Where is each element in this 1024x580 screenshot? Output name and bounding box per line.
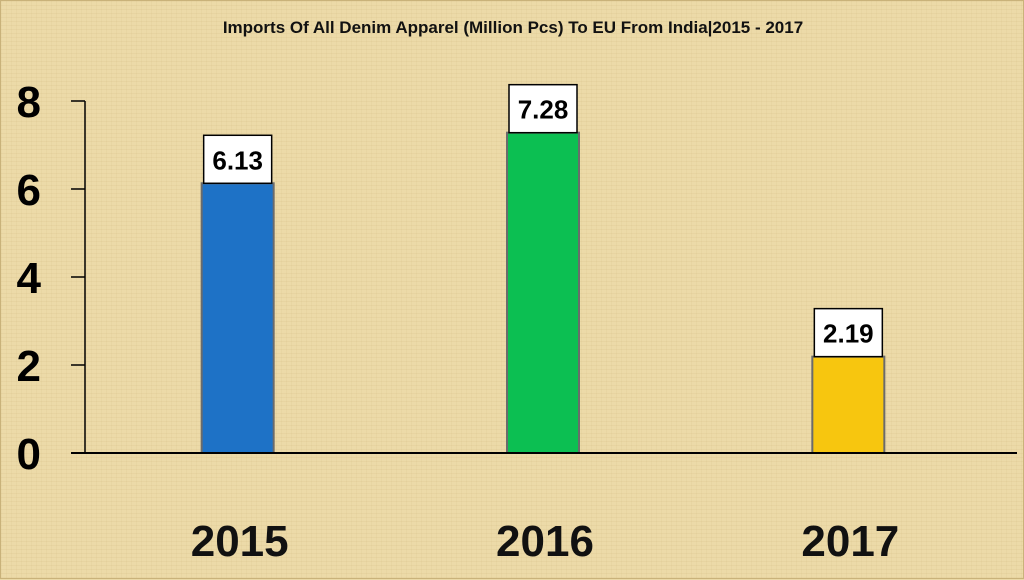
y-tick-label: 8 <box>17 78 41 127</box>
data-labels: 6.13 7.28 2.19 <box>202 83 884 358</box>
y-axis: 0 2 4 6 8 <box>17 78 85 479</box>
y-tick-label: 6 <box>17 166 41 215</box>
data-label-box <box>813 307 884 358</box>
bars <box>200 131 886 455</box>
x-axis: 2015 2016 2017 <box>191 517 900 566</box>
data-label: 7.28 <box>518 95 569 125</box>
data-label-box <box>508 83 578 134</box>
data-label-box <box>202 134 273 185</box>
bar-2017 <box>811 355 886 455</box>
x-tick-label: 2015 <box>191 517 289 566</box>
data-label: 2.19 <box>823 319 874 349</box>
x-tick-label: 2016 <box>496 517 594 566</box>
bar-2015 <box>200 182 275 454</box>
y-tick-label: 2 <box>17 342 41 391</box>
y-tick-label: 4 <box>17 254 42 303</box>
x-tick-label: 2017 <box>801 517 899 566</box>
y-tick-label: 0 <box>17 430 41 479</box>
bar-2016 <box>506 131 580 454</box>
data-label: 6.13 <box>212 145 263 175</box>
chart-title: Imports Of All Denim Apparel (Million Pc… <box>223 18 803 37</box>
